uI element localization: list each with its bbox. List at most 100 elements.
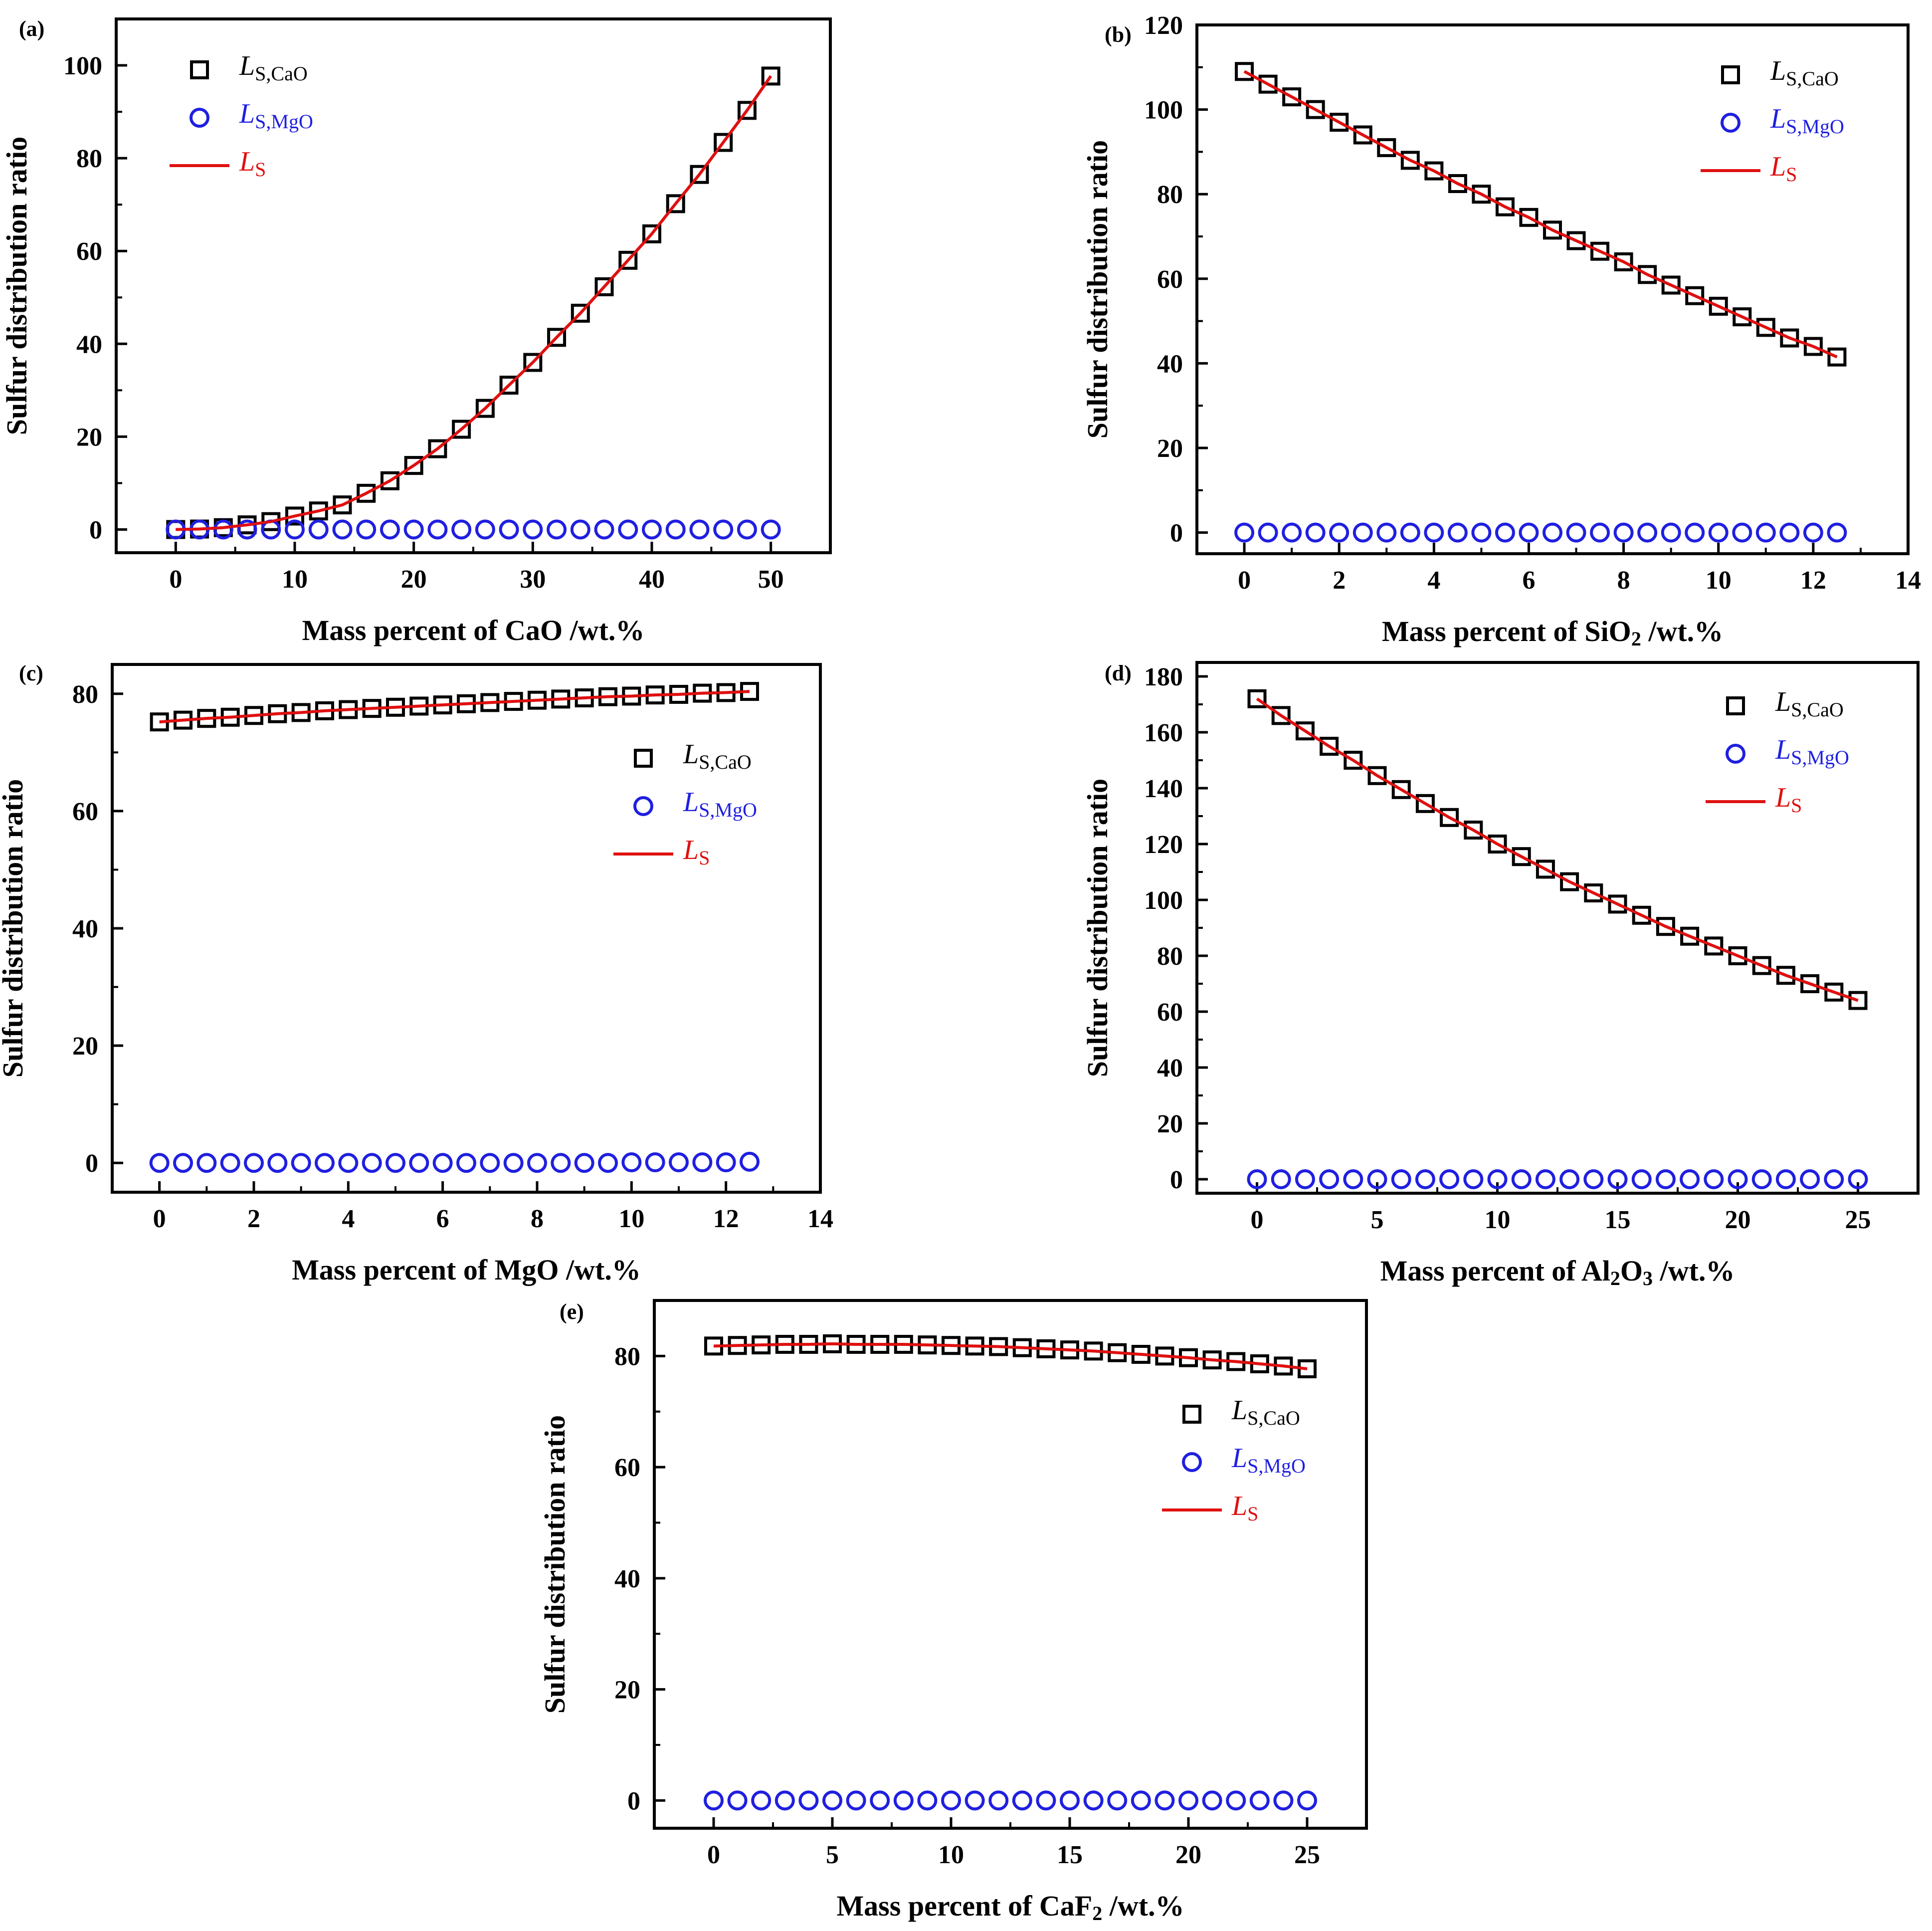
data-point-ls-cao (1685, 286, 1705, 305)
x-axis-label: Mass percent of CaF2 /wt.% (836, 1890, 1184, 1925)
x-tick-label: 0 (1251, 1206, 1264, 1234)
legend-marker-square (190, 60, 209, 79)
y-tick-label: 80 (72, 680, 98, 709)
data-point-ls-cao (1424, 161, 1444, 181)
data-point-ls-cao (1258, 74, 1278, 94)
legend-label-main: L (1770, 55, 1786, 86)
plot-frame (1195, 661, 1920, 1195)
x-axis-label-part: /wt.% (1641, 615, 1723, 647)
series-line-ls-overlay (159, 690, 750, 723)
y-tick-label: 20 (72, 1032, 98, 1061)
data-point-ls-mgo (822, 1790, 842, 1811)
legend-marker-circle (1721, 113, 1740, 133)
data-point-ls-cao (1330, 113, 1349, 132)
legend-label: LS,CaO (1775, 686, 1844, 721)
x-tick-label: 20 (1725, 1206, 1751, 1234)
x-tick-label: 4 (1427, 566, 1440, 595)
x-tick-label: 4 (342, 1205, 355, 1233)
data-point-ls-mgo (1305, 522, 1326, 543)
data-point-ls-mgo (1400, 522, 1420, 543)
y-tick-label: 180 (1144, 663, 1183, 691)
data-point-ls-cao (1780, 328, 1799, 348)
x-axis-label-part: O (1620, 1255, 1643, 1287)
data-point-ls-mgo (1487, 1169, 1508, 1189)
data-point-ls-mgo (751, 1790, 772, 1811)
data-point-ls-mgo (1471, 522, 1492, 543)
chart-panel-e: (e) 0 5 10 15 20 25 0 20 40 60 80 Mass percent of Ca… (539, 1299, 1368, 1925)
data-point-ls-mgo (1060, 1790, 1080, 1811)
y-tick-label: 100 (1144, 96, 1183, 125)
data-point-ls-mgo (1226, 1790, 1246, 1811)
data-point-ls-mgo (1848, 1169, 1868, 1189)
data-point-ls-cao (475, 399, 495, 418)
data-point-ls-mgo (1447, 522, 1468, 543)
data-point-ls-mgo (1637, 522, 1658, 543)
data-point-ls-mgo (1583, 1169, 1604, 1189)
y-axis-label: Sulfur distribution ratio (539, 1415, 571, 1714)
legend-label-main: L (239, 50, 255, 81)
plot-frame (653, 1299, 1368, 1830)
data-point-ls-mgo (1036, 1790, 1056, 1811)
data-point-ls-cao (1472, 185, 1491, 204)
data-point-ls-cao (1377, 138, 1396, 157)
legend-marker-square (1721, 65, 1740, 84)
data-point-ls-mgo (475, 519, 495, 540)
legend-label-sub: S (699, 847, 710, 869)
chart-panel-b: (b) 0 2 4 6 8 10 12 14 0 20 40 60 80 100 120 Mass percen… (1081, 11, 1921, 650)
data-point-ls-cao (380, 471, 399, 490)
legend-label: LS,MgO (683, 787, 757, 821)
data-point-ls-cao (285, 506, 304, 526)
data-point-ls-cao (690, 165, 709, 184)
series-line-ls-overlay (1256, 697, 1859, 1002)
data-point-ls-mgo (570, 519, 590, 540)
data-point-ls-cao (714, 133, 733, 152)
data-point-ls-mgo (149, 1153, 170, 1173)
y-tick-label: 160 (1144, 719, 1183, 747)
data-point-ls-cao (618, 250, 638, 270)
data-point-ls-cao (309, 501, 328, 521)
data-point-ls-mgo (1202, 1790, 1222, 1811)
data-point-ls-mgo (196, 1153, 217, 1173)
legend-label: LS (239, 146, 266, 181)
data-point-ls-mgo (965, 1790, 985, 1811)
data-point-ls-cao (1247, 689, 1267, 708)
data-point-ls-mgo (727, 1790, 748, 1811)
x-tick-label: 10 (1485, 1206, 1511, 1234)
y-tick-label: 40 (1157, 350, 1183, 378)
legend-label-main: L (1770, 103, 1786, 134)
data-point-ls-mgo (1775, 1169, 1796, 1189)
x-axis-label: Mass percent of CaO /wt.% (302, 614, 645, 646)
legend-marker-circle (633, 796, 653, 816)
data-point-ls-cao (1391, 780, 1411, 799)
x-axis-label-part: /wt.% (1653, 1255, 1735, 1287)
data-point-ls-mgo (761, 519, 781, 540)
data-point-ls-mgo (1107, 1790, 1128, 1811)
x-tick-label: 0 (707, 1841, 720, 1869)
x-axis-label-part: Mass percent of Al (1380, 1255, 1610, 1287)
legend-label-sub: S,MgO (1791, 746, 1849, 769)
x-tick-label: 15 (1057, 1841, 1083, 1869)
panel-label: (c) (19, 661, 43, 685)
data-point-ls-mgo (1439, 1169, 1460, 1189)
y-tick-label: 100 (1144, 886, 1183, 915)
data-point-ls-mgo (713, 519, 734, 540)
data-point-ls-cao (1614, 252, 1633, 271)
data-point-ls-mgo (1083, 1790, 1104, 1811)
legend-label-main: L (1231, 1443, 1247, 1474)
data-point-ls-mgo (220, 1153, 240, 1173)
data-point-ls-mgo (380, 519, 400, 540)
plot-frame (1195, 23, 1910, 555)
y-axis-label: Sulfur distribution ratio (0, 137, 33, 435)
data-point-ls-cao (666, 194, 685, 214)
data-point-ls-mgo (704, 1790, 724, 1811)
data-point-ls-mgo (213, 519, 233, 540)
data-point-ls-mgo (1273, 1790, 1294, 1811)
y-tick-label: 120 (1144, 11, 1183, 40)
legend-marker-square (1726, 696, 1745, 715)
x-tick-label: 10 (282, 565, 308, 594)
legend-label: LS,CaO (239, 50, 308, 85)
data-point-ls-cao (1440, 808, 1459, 827)
data-point-ls-mgo (1661, 522, 1681, 543)
data-point-ls-mgo (1704, 1169, 1724, 1189)
y-tick-label: 80 (614, 1342, 640, 1371)
